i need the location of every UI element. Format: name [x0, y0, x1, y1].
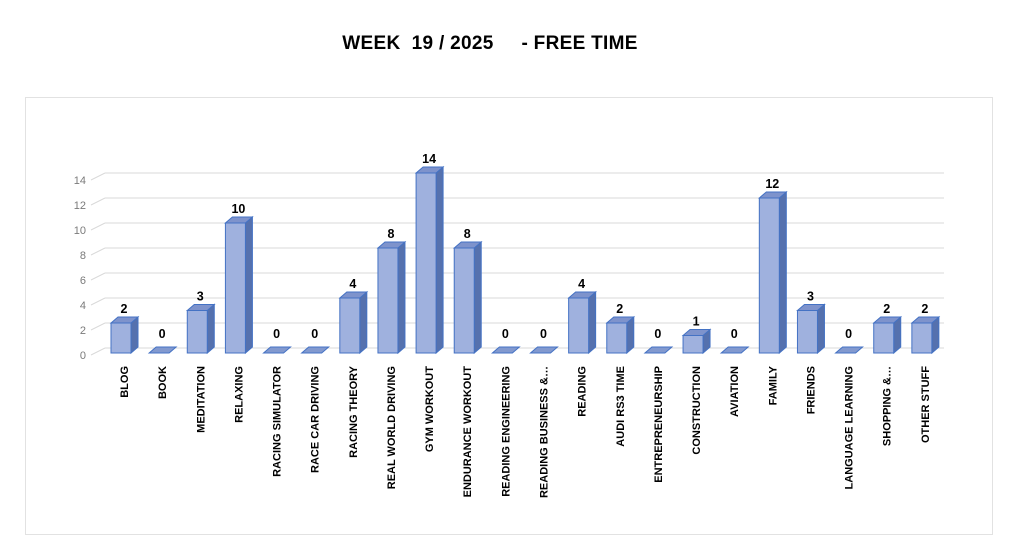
grid-line-depth: [90, 347, 106, 356]
value-label: 14: [422, 152, 436, 166]
grid-line-depth: [90, 197, 106, 206]
bar-side-face: [588, 290, 597, 355]
category-label: MEDITATION: [195, 366, 207, 433]
category-label: GYM WORKOUT: [424, 366, 436, 452]
grid-line-depth: [90, 322, 106, 331]
bar-zero: [834, 346, 864, 354]
bar-side-face: [244, 215, 253, 355]
y-axis-tick-label: 14: [74, 175, 86, 187]
bar: [110, 322, 132, 354]
category-label: BLOG: [119, 366, 131, 398]
y-axis-tick-label: 4: [80, 300, 86, 312]
category-label: AUDI RS3 TIME: [615, 366, 627, 447]
category-label: READING ENGINEERING: [500, 366, 512, 497]
bar-zero: [529, 346, 559, 354]
category-label: RELAXING: [233, 366, 245, 423]
bar-zero: [147, 346, 178, 354]
category-label: REAL WORLD DRIVING: [386, 366, 398, 489]
category-label: AVIATION: [729, 366, 741, 417]
category-label: SHOPPING &…: [882, 366, 894, 446]
bar: [568, 297, 590, 354]
value-label: 0: [273, 327, 280, 341]
bar: [606, 322, 628, 354]
value-label: 2: [921, 302, 928, 316]
grid-line-depth: [90, 297, 106, 306]
chart-area: 0 2 4 6 8 10 12 14 2 BLOG 0 BOOK 3 MEDITATION 10 RELAXI…: [25, 97, 993, 535]
bar-side-face: [816, 303, 825, 355]
category-label: RACING THEORY: [348, 365, 360, 458]
value-label: 4: [578, 277, 585, 291]
bar: [339, 297, 361, 354]
bar: [911, 322, 933, 354]
bar-chart: 024681012142BLOG0BOOK3MEDITATION10RELAXI…: [74, 152, 944, 498]
bar-zero: [262, 346, 292, 354]
value-label: 8: [387, 227, 394, 241]
bar: [873, 322, 895, 354]
value-label: 0: [311, 327, 318, 341]
y-axis-tick-label: 10: [74, 225, 86, 237]
bar-zero: [719, 346, 750, 354]
value-label: 4: [349, 277, 356, 291]
category-label: LANGUAGE LEARNING: [844, 366, 856, 489]
value-label: 3: [807, 290, 814, 304]
bar: [796, 310, 818, 354]
category-label: OTHER STUFF: [920, 366, 932, 443]
category-label: READING: [577, 366, 589, 417]
bar-side-face: [206, 303, 215, 355]
y-axis-tick-label: 2: [80, 325, 86, 337]
y-axis-tick-label: 8: [80, 250, 86, 262]
value-label: 1: [693, 315, 700, 329]
value-label: 0: [731, 327, 738, 341]
category-label: RACE CAR DRIVING: [310, 366, 322, 473]
value-label: 10: [231, 202, 245, 216]
y-axis-tick-label: 12: [74, 200, 86, 212]
bar-side-face: [778, 190, 787, 355]
category-label: FAMILY: [767, 365, 779, 405]
bar: [682, 335, 704, 354]
value-label: 2: [121, 302, 128, 316]
bar-side-face: [473, 240, 482, 355]
y-axis-tick-label: 6: [80, 275, 86, 287]
value-label: 3: [197, 290, 204, 304]
bar: [377, 247, 399, 354]
grid-line-depth: [90, 247, 106, 256]
category-label: CONSTRUCTION: [691, 366, 703, 455]
category-label: READING BUSINESS &…: [539, 366, 551, 498]
bar-zero: [643, 346, 674, 354]
bar-side-face: [397, 240, 406, 355]
bar: [453, 247, 475, 354]
bar: [758, 197, 780, 354]
value-label: 12: [765, 177, 779, 191]
value-label: 2: [616, 302, 623, 316]
chart-title: WEEK 19 / 2025 - FREE TIME: [342, 33, 638, 54]
category-label: FRIENDS: [805, 366, 817, 414]
bar: [415, 172, 437, 354]
value-label: 0: [654, 327, 661, 341]
value-label: 0: [159, 327, 166, 341]
category-label: RACING SIMULATOR: [272, 366, 284, 477]
grid-line-depth: [90, 172, 106, 181]
value-label: 0: [502, 327, 509, 341]
value-label: 2: [883, 302, 890, 316]
value-label: 0: [540, 327, 547, 341]
value-label: 0: [845, 327, 852, 341]
bar-zero: [300, 346, 331, 354]
bar: [224, 222, 246, 354]
bar-side-face: [359, 290, 368, 355]
bar: [186, 310, 208, 354]
bar-side-face: [435, 165, 444, 355]
grid-line-depth: [90, 272, 106, 281]
category-label: ENDURANCE WORKOUT: [462, 366, 474, 498]
y-axis-tick-label: 0: [80, 350, 86, 362]
value-label: 8: [464, 227, 471, 241]
category-label: BOOK: [157, 366, 169, 399]
category-label: ENTREPRENEURSHIP: [653, 366, 665, 483]
bar-zero: [491, 346, 521, 354]
grid-line-depth: [90, 222, 106, 231]
